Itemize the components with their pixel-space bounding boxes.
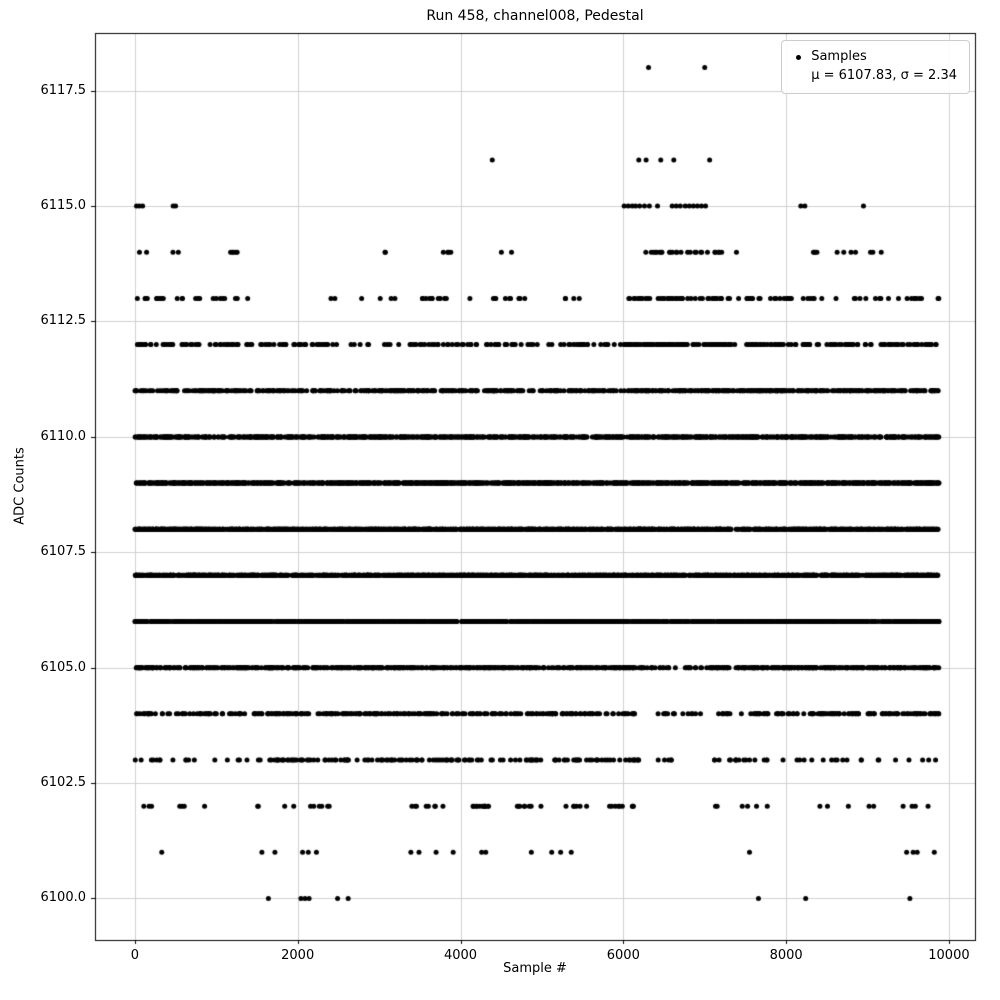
y-tick-label: 6102.5 (40, 775, 87, 791)
y-tick-label: 6110.0 (40, 428, 87, 444)
x-tick-label: 4000 (443, 948, 478, 963)
y-tick-label: 6117.5 (40, 82, 87, 98)
y-tick-label: 6107.5 (40, 544, 87, 560)
y-tick-label: 6112.5 (40, 313, 87, 329)
legend-sample-marker-icon (796, 55, 802, 60)
x-tick-label: 0 (130, 948, 140, 963)
x-tick-label: 6000 (606, 948, 640, 963)
legend-samples-label: Samples (811, 49, 867, 64)
y-axis-label: ADC Counts (12, 447, 28, 525)
legend: Samples μ = 6107.83, σ = 2.34 (781, 40, 970, 94)
chart-title: Run 458, channel008, Pedestal (426, 8, 644, 24)
x-axis-label: Sample # (503, 961, 567, 976)
legend-text: Samples μ = 6107.83, σ = 2.34 (811, 48, 957, 86)
x-tick-label: 8000 (769, 948, 803, 963)
x-tick-label: 2000 (281, 948, 315, 963)
legend-stats-label: μ = 6107.83, σ = 2.34 (811, 67, 957, 83)
legend-row: Samples μ = 6107.83, σ = 2.34 (792, 48, 957, 86)
y-tick-label: 6100.0 (40, 890, 87, 906)
y-tick-label: 6105.0 (40, 659, 87, 675)
x-tick-label: 10000 (928, 948, 970, 963)
y-tick-label: 6115.0 (40, 198, 87, 214)
